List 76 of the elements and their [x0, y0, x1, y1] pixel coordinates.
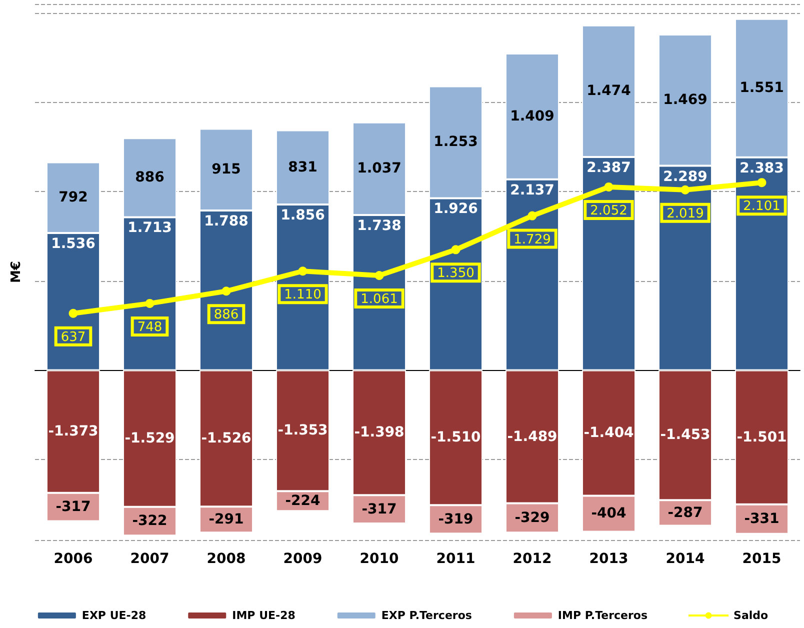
data-label: -1.501	[736, 429, 787, 446]
data-label: -322	[132, 513, 168, 530]
point	[298, 266, 308, 276]
data-label: 1.926	[434, 201, 478, 218]
data-label: 637	[60, 330, 86, 345]
point	[757, 178, 766, 188]
data-label: -1.404	[584, 424, 634, 441]
data-label: -287	[668, 504, 703, 521]
x-tick-label: 2014	[666, 551, 705, 567]
data-label: 2.052	[590, 203, 628, 218]
data-label: 1.551	[740, 80, 784, 96]
data-label: 1.253	[434, 134, 478, 150]
data-label: 2.019	[666, 206, 704, 222]
data-label: 1.061	[360, 292, 398, 307]
data-label: 2.387	[586, 160, 631, 176]
point	[68, 308, 78, 318]
y-axis-title: M€	[9, 261, 24, 283]
data-label: 2.137	[510, 182, 554, 198]
data-label: 1.713	[128, 220, 172, 236]
data-label: -317	[56, 499, 91, 516]
data-label: 1.037	[357, 160, 402, 177]
data-label: 886	[214, 308, 239, 323]
data-label: 886	[135, 170, 164, 186]
data-label: -319	[438, 511, 474, 528]
x-tick-label: 2008	[206, 551, 246, 567]
data-label: -1.526	[201, 430, 252, 446]
data-label: 1.469	[663, 92, 708, 108]
data-label: 1.409	[510, 108, 554, 124]
data-label: 2.383	[740, 160, 784, 176]
x-tick-label: 2007	[130, 551, 170, 567]
x-tick-label: 2009	[283, 551, 322, 567]
x-tick-label: 2013	[589, 551, 628, 567]
data-label: 831	[288, 159, 318, 176]
x-tick-label: 2012	[512, 551, 552, 567]
data-label: -1.489	[507, 428, 558, 445]
data-label: -404	[591, 506, 627, 522]
data-label: -291	[208, 512, 244, 528]
point	[528, 211, 537, 220]
data-label: 1.856	[280, 207, 325, 224]
data-label: 915	[212, 162, 241, 178]
point	[451, 245, 460, 254]
point	[222, 286, 231, 296]
data-label: 748	[137, 320, 162, 335]
data-label: 792	[58, 190, 88, 206]
legend-label: IMP P.Terceros	[558, 609, 648, 622]
x-tick-label: 2011	[436, 551, 476, 567]
point	[604, 182, 614, 192]
legend-label: Saldo	[734, 609, 769, 622]
x-tick-label: 2006	[54, 551, 93, 567]
data-label: 1.474	[586, 83, 632, 100]
data-label: 1.350	[437, 266, 474, 282]
data-label: 1.536	[51, 236, 96, 252]
point	[145, 298, 154, 308]
data-label: -329	[514, 510, 550, 526]
legend-label: IMP UE-28	[232, 609, 296, 622]
point	[680, 185, 690, 194]
data-label: 2.101	[743, 199, 780, 214]
data-label: -1.529	[124, 430, 175, 447]
data-label: 1.729	[514, 232, 551, 248]
data-label: -1.453	[660, 427, 710, 444]
x-tick-label: 2010	[360, 551, 399, 567]
legend-label: EXP P.Terceros	[381, 609, 472, 622]
legend-label: EXP UE-28	[82, 609, 146, 622]
data-label: -1.510	[430, 430, 482, 446]
data-label: -1.398	[354, 424, 404, 441]
x-tick-label: 2015	[742, 551, 782, 567]
data-label: -331	[744, 511, 780, 528]
data-label: -224	[285, 493, 321, 510]
data-label: 1.110	[284, 288, 322, 303]
data-label: -1.353	[278, 422, 328, 439]
data-label: -317	[362, 501, 397, 518]
data-label: 2.289	[663, 168, 708, 185]
data-label: -1.373	[48, 424, 98, 440]
point	[374, 270, 384, 280]
data-label: 1.788	[204, 214, 248, 230]
data-label: 1.738	[357, 218, 402, 234]
